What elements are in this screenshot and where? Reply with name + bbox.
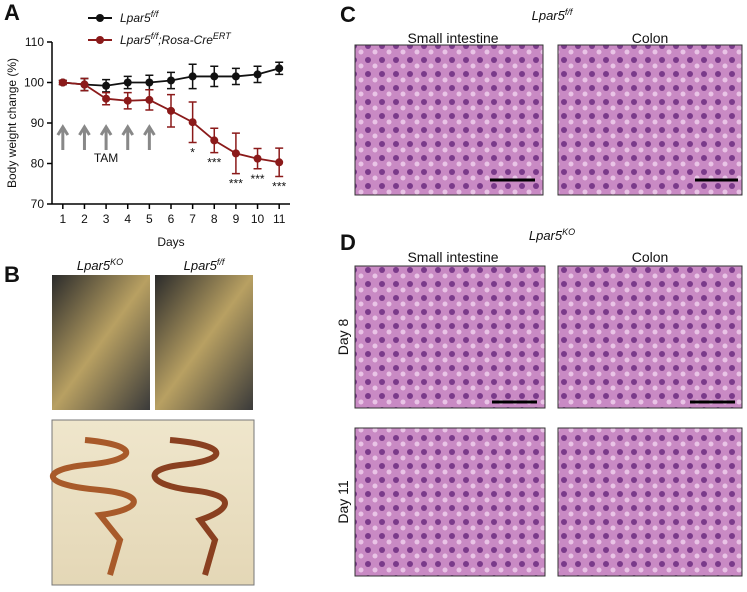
legend-marker [96, 14, 104, 22]
data-point [123, 78, 132, 87]
text-segment: Lpar5 [120, 11, 151, 25]
data-point [167, 76, 175, 85]
x-tick-label: 7 [189, 212, 196, 226]
x-tick-label: 2 [81, 212, 88, 226]
x-tick-label: 3 [103, 212, 110, 226]
data-point [253, 154, 262, 163]
x-tick-label: 9 [233, 212, 240, 226]
panel-label: A [4, 0, 20, 25]
data-point [253, 70, 262, 79]
superscript: f/f [151, 9, 160, 19]
data-point [167, 106, 175, 115]
x-tick-label: 8 [211, 212, 218, 226]
tam-arrow [56, 124, 70, 150]
photo-label: Lpar5KO [77, 257, 123, 273]
histology-image [354, 427, 546, 577]
tam-arrow [78, 124, 91, 150]
text-segment: Lpar5 [184, 258, 218, 273]
data-point [102, 94, 111, 103]
tam-arrow [143, 124, 156, 150]
text-segment: Lpar5 [77, 258, 111, 273]
x-tick-label: 1 [59, 212, 66, 226]
text-segment: Lpar5 [532, 8, 566, 23]
intestine [151, 437, 228, 576]
y-tick-label: 90 [31, 116, 45, 130]
significance-label: *** [272, 179, 286, 193]
x-tick-label: 5 [146, 212, 153, 226]
data-point [102, 81, 111, 90]
histology-image [557, 265, 743, 409]
text-segment: ;Rosa-Cre [158, 33, 213, 47]
superscript: f/f [151, 31, 160, 41]
significance-label: * [190, 145, 195, 159]
photo [51, 419, 255, 586]
data-point [145, 95, 154, 104]
y-axis-label: Body weight change (%) [5, 58, 19, 188]
significance-label: *** [251, 172, 265, 186]
column-header: Colon [632, 249, 669, 265]
tam-arrow [99, 124, 113, 150]
histology-image [557, 44, 743, 196]
x-tick-label: 6 [168, 212, 175, 226]
panel-title: Lpar5KO [529, 227, 575, 243]
data-point [123, 96, 132, 105]
superscript: f/f [217, 257, 226, 267]
photo-label: Lpar5f/f [184, 257, 226, 273]
tam-label: TAM [94, 151, 118, 165]
column-header: Colon [632, 30, 669, 46]
data-point [231, 72, 240, 81]
panel-label: C [340, 2, 356, 27]
superscript: f/f [565, 7, 574, 17]
panel-label: D [340, 230, 356, 255]
chart: 70 80 90 100 110 1 2 3 4 5 6 7 8 9 10 11 Days Body weight… [5, 9, 290, 249]
legend-label: Lpar5f/f;Rosa-CreERT [120, 31, 232, 47]
x-tick-label: 4 [124, 212, 131, 226]
x-tick-label: 11 [273, 212, 286, 226]
tam-arrow [121, 124, 134, 150]
legend-marker [96, 36, 104, 44]
y-tick-label: 70 [31, 197, 45, 211]
photo [52, 275, 150, 410]
histology-image [354, 44, 544, 196]
y-tick-label: 80 [31, 157, 45, 171]
text-segment: Lpar5 [529, 228, 563, 243]
data-point [231, 149, 240, 158]
data-point [275, 64, 284, 73]
significance-label: *** [229, 177, 243, 191]
data-point [80, 80, 89, 89]
y-tick-label: 100 [24, 76, 44, 90]
panel-title: Lpar5f/f [532, 7, 574, 23]
data-point [210, 136, 219, 145]
data-point [188, 118, 197, 127]
data-point [188, 72, 197, 81]
superscript: KO [562, 227, 575, 237]
text-segment: Lpar5 [120, 33, 151, 47]
data-point [145, 78, 154, 87]
histology-image [354, 265, 546, 409]
data-point [275, 158, 284, 167]
superscript: ERT [213, 31, 232, 41]
row-header: Day 8 [335, 319, 351, 356]
row-header: Day 11 [335, 480, 351, 524]
legend-label: Lpar5f/f [120, 9, 160, 25]
data-point [58, 78, 67, 87]
x-tick-label: 10 [251, 212, 265, 226]
y-tick-label: 110 [25, 35, 44, 49]
column-header: Small intestine [407, 249, 498, 265]
panel-label: B [4, 262, 20, 287]
data-point [210, 72, 219, 81]
photo [155, 275, 253, 410]
intestine [49, 437, 137, 576]
superscript: KO [110, 257, 123, 267]
column-header: Small intestine [407, 30, 498, 46]
significance-label: *** [207, 156, 221, 170]
histology-image [557, 427, 743, 577]
x-axis-label: Days [157, 235, 184, 249]
